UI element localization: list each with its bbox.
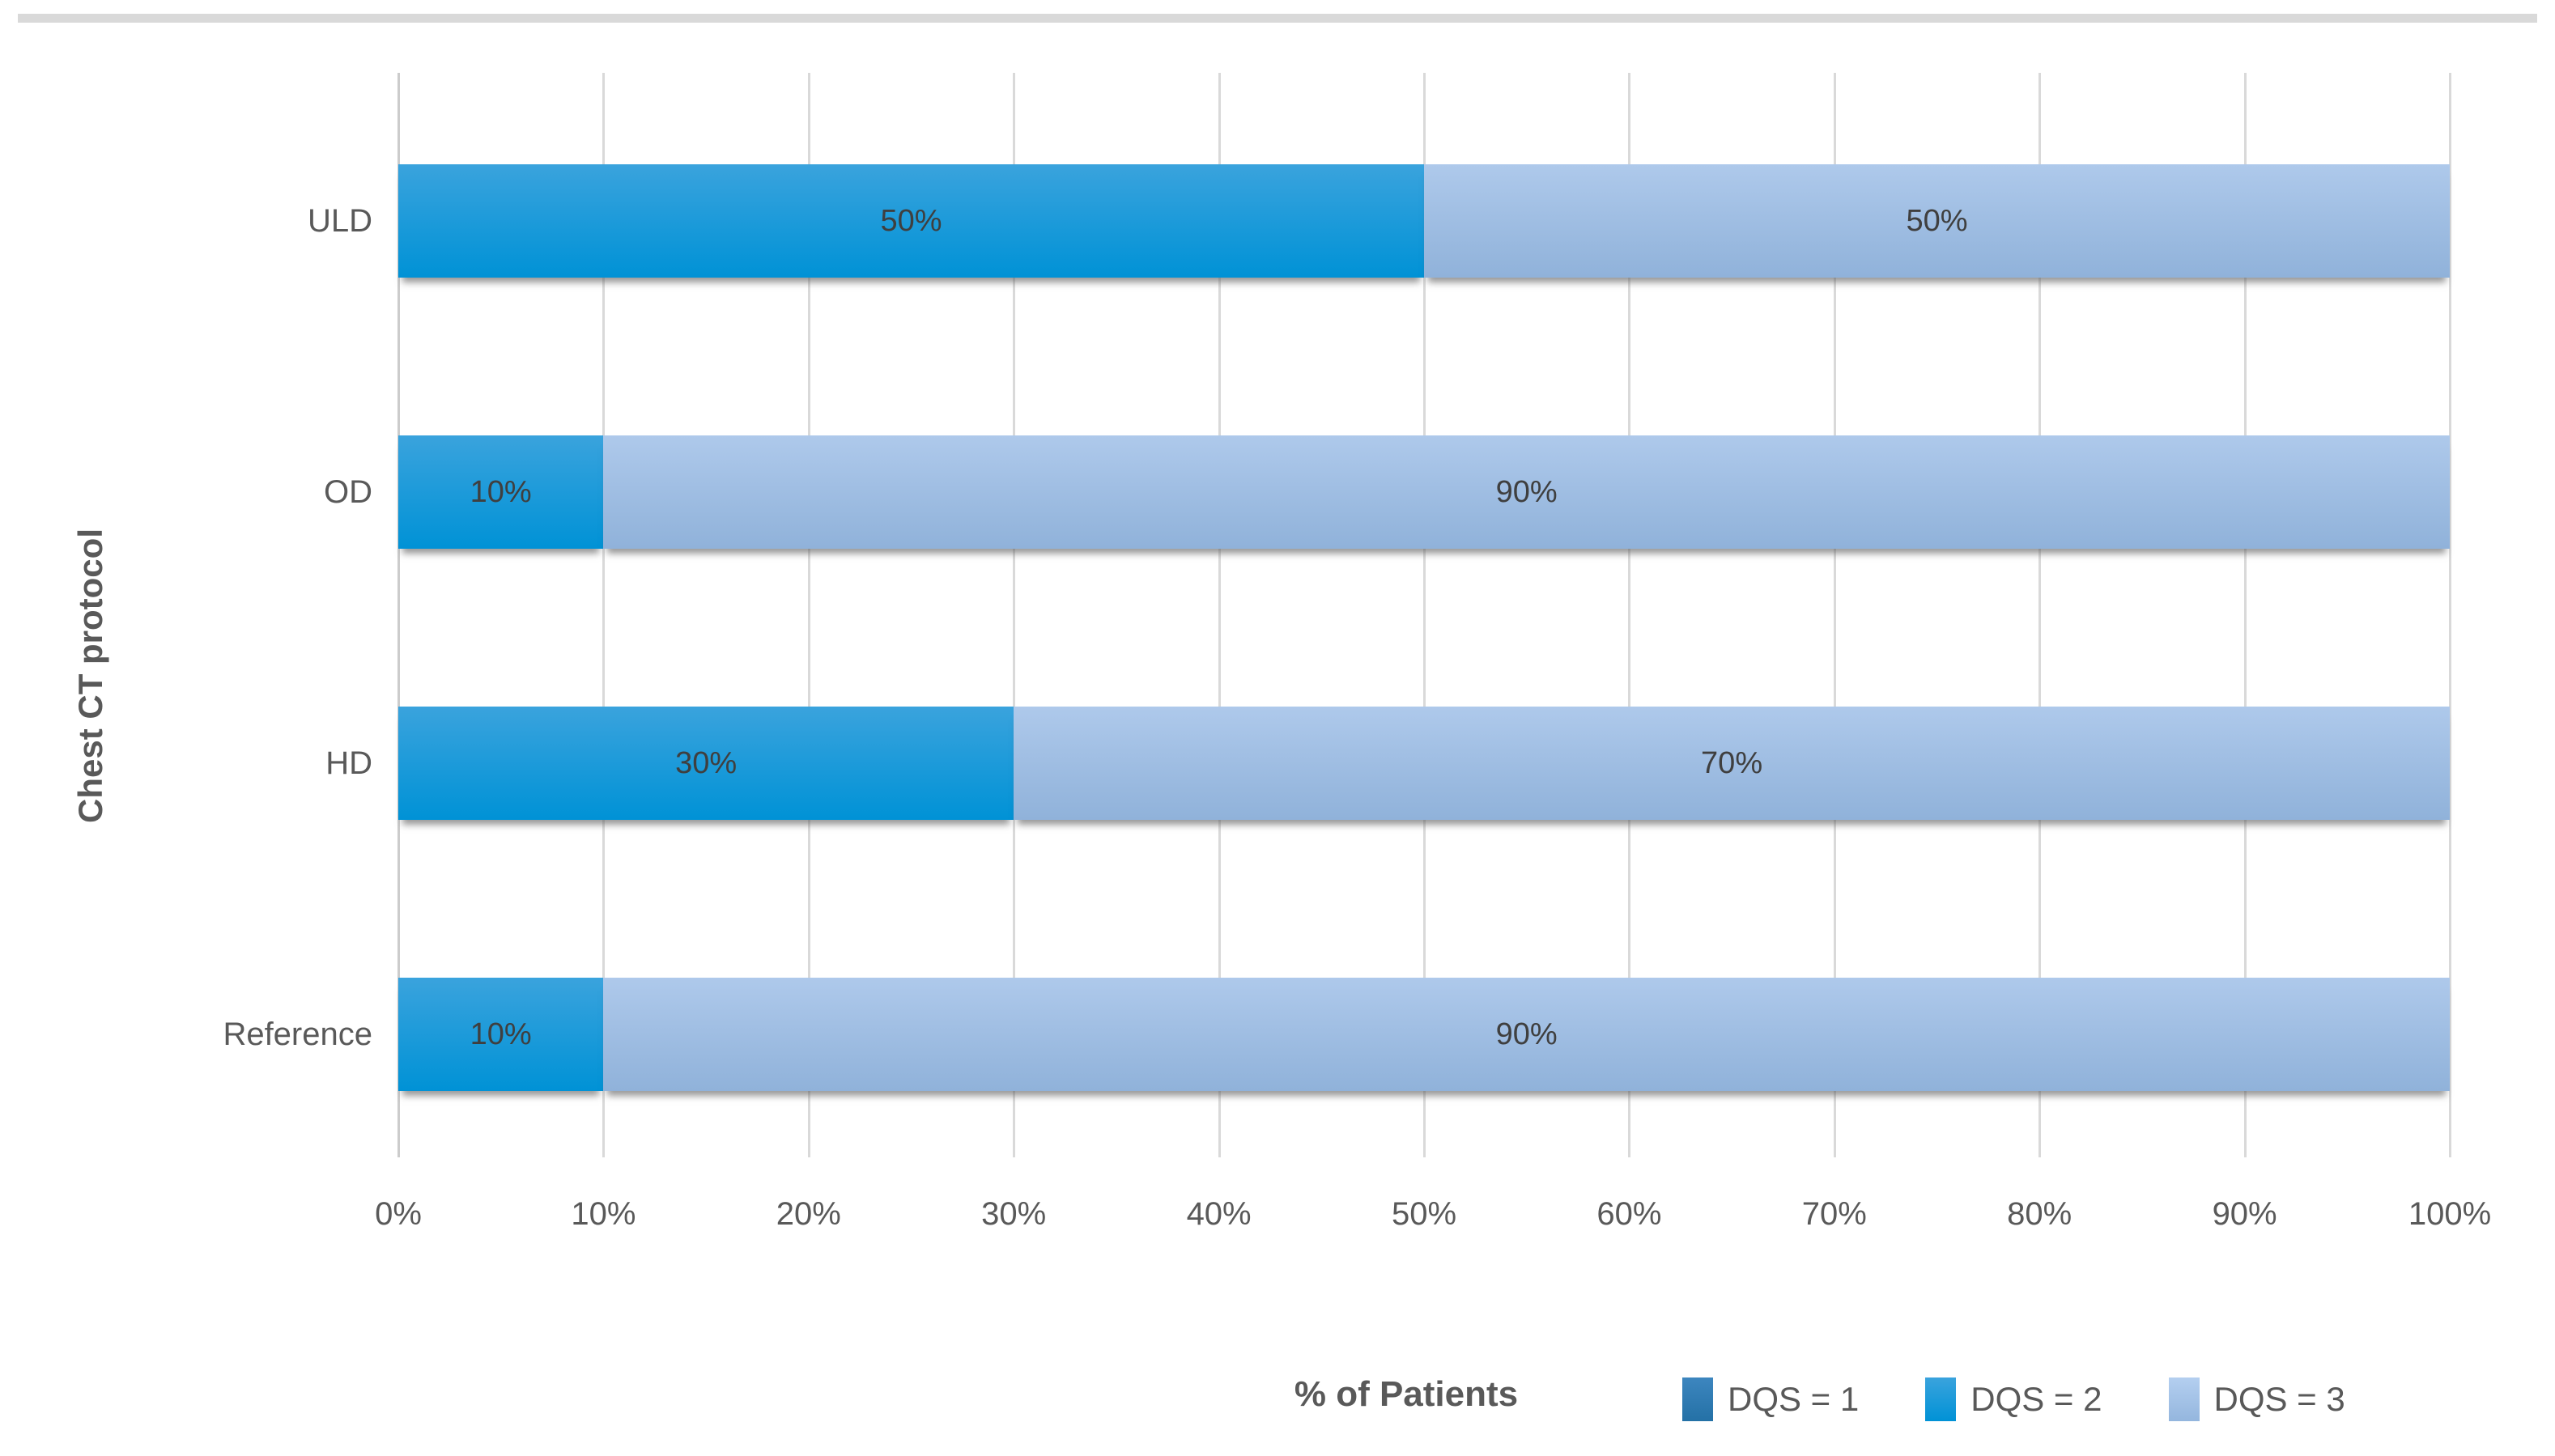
category-label-od: OD [324, 474, 372, 510]
x-tick-label-40pct: 40% [1186, 1196, 1252, 1232]
bar-segment-uld-dqs2: 50% [398, 164, 1424, 278]
gridline-10pct [602, 73, 606, 1157]
x-tick-label-50pct: 50% [1391, 1196, 1457, 1232]
gridline-70pct [1833, 73, 1836, 1157]
legend: DQS = 1 DQS = 2 DQS = 3 [1682, 1377, 2345, 1421]
bar-row-reference: 10% 90% [398, 978, 2450, 1091]
data-label: 10% [470, 1017, 532, 1051]
category-label-hd: HD [325, 745, 372, 781]
data-label: 90% [1495, 1017, 1558, 1051]
value-axis: 0% 10% 20% 30% 40% 50% 60% 70% 80% 90% 100% [375, 1196, 2491, 1253]
category-axis-labels: ULD OD HD Reference [97, 73, 372, 1157]
x-tick-label-30pct: 30% [981, 1196, 1047, 1232]
bar-segment-reference-dqs2: 10% [398, 978, 604, 1091]
top-divider [18, 14, 2537, 23]
bar-segment-hd-dqs3: 70% [1014, 707, 2450, 820]
gridline-30pct [1013, 73, 1016, 1157]
gridline-50pct [1423, 73, 1426, 1157]
legend-item-dqs3: DQS = 3 [2168, 1377, 2345, 1421]
bar-row-od: 10% 90% [398, 435, 2450, 549]
gridline-80pct [2038, 73, 2042, 1157]
category-label-uld: ULD [307, 203, 372, 239]
legend-item-dqs2: DQS = 2 [1925, 1377, 2102, 1421]
legend-label-dqs2: DQS = 2 [1970, 1380, 2102, 1418]
legend-swatch-dqs1 [1682, 1377, 1713, 1421]
gridline-100pct [2449, 73, 2451, 1157]
data-label: 50% [1906, 203, 1968, 238]
bar-segment-od-dqs2: 10% [398, 435, 604, 549]
x-tick-label-60pct: 60% [1596, 1196, 1662, 1232]
x-tick-label-20pct: 20% [776, 1196, 841, 1232]
bar-segment-reference-dqs3: 90% [603, 978, 2450, 1091]
legend-swatch-dqs3 [2168, 1377, 2200, 1421]
bar-segment-od-dqs3: 90% [603, 435, 2450, 549]
data-label: 90% [1495, 474, 1558, 509]
bar-row-hd: 30% 70% [398, 707, 2450, 820]
category-label-reference: Reference [223, 1017, 372, 1052]
x-tick-label-90pct: 90% [2212, 1196, 2277, 1232]
data-label: 50% [880, 203, 942, 238]
bar-segment-uld-dqs3: 50% [1424, 164, 2450, 278]
data-label: 70% [1701, 745, 1763, 780]
x-tick-label-100pct: 100% [2408, 1196, 2492, 1232]
gridline-60pct [1628, 73, 1631, 1157]
gridline-20pct [807, 73, 810, 1157]
legend-swatch-dqs2 [1925, 1377, 1957, 1421]
plot-area: 50% 50% 10% 90% 30% 70% 10% 90% [397, 73, 2451, 1157]
gridline-0pct [397, 73, 400, 1157]
gridline-40pct [1218, 73, 1221, 1157]
legend-label-dqs3: DQS = 3 [2213, 1380, 2345, 1418]
legend-label-dqs1: DQS = 1 [1728, 1380, 1860, 1418]
x-tick-label-0pct: 0% [375, 1196, 422, 1232]
legend-item-dqs1: DQS = 1 [1682, 1377, 1859, 1421]
bar-row-uld: 50% 50% [398, 164, 2450, 278]
x-axis-title: % of Patients [1294, 1374, 1519, 1414]
data-label: 10% [470, 474, 532, 509]
x-tick-label-10pct: 10% [571, 1196, 636, 1232]
x-tick-label-80pct: 80% [2007, 1196, 2072, 1232]
bar-segment-hd-dqs2: 30% [398, 707, 1014, 820]
data-label: 30% [675, 745, 738, 780]
x-tick-label-70pct: 70% [1801, 1196, 1867, 1232]
gridline-90pct [2243, 73, 2247, 1157]
